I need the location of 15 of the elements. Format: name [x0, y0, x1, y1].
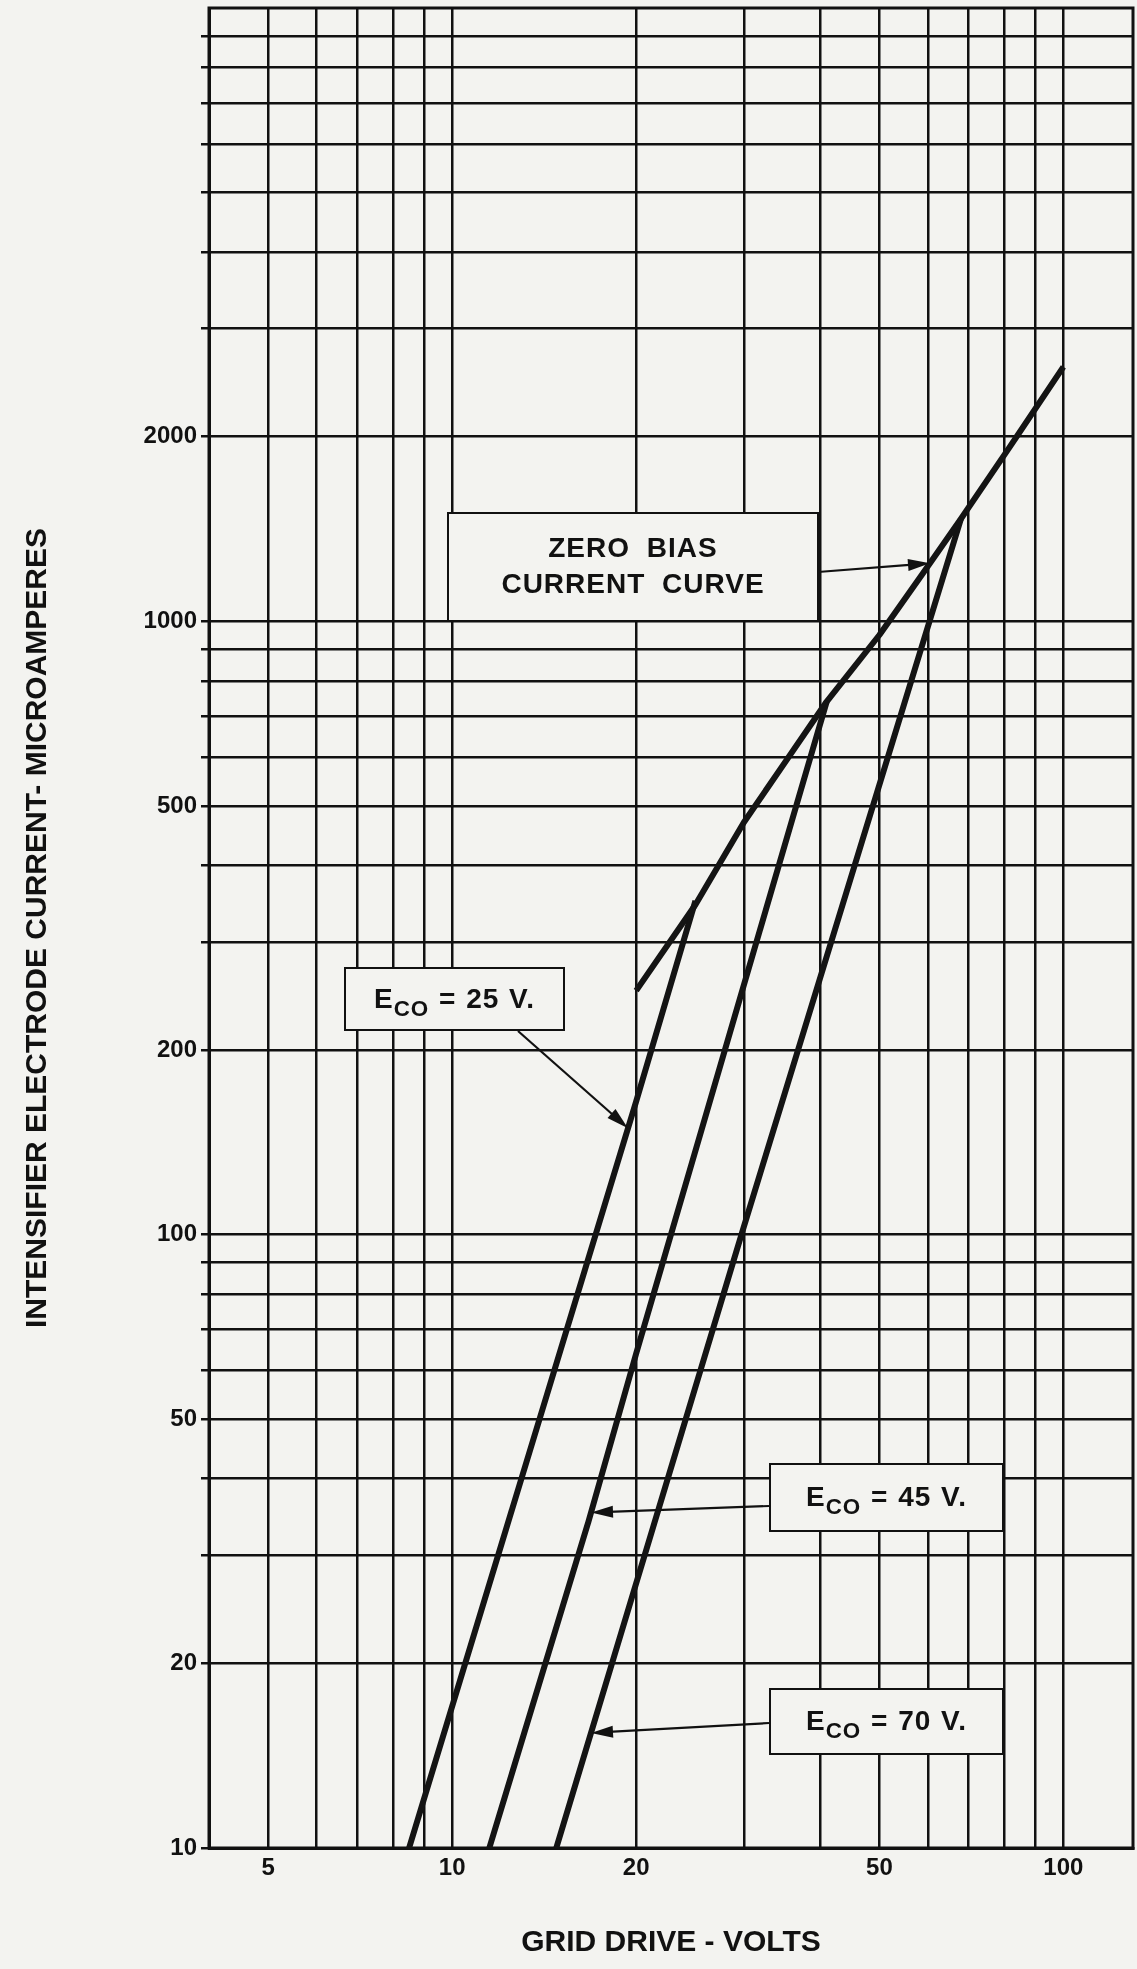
y-tick-label: 50 — [170, 1403, 197, 1431]
x-tick-label: 10 — [438, 1853, 466, 1881]
x-axis-title: GRID DRIVE - VOLTS — [521, 1924, 821, 1958]
y-tick-label: 2000 — [143, 421, 197, 449]
y-tick-label: 1000 — [143, 605, 197, 633]
y-tick-label: 200 — [156, 1034, 197, 1062]
x-tick-label: 5 — [261, 1853, 275, 1881]
y-tick-label: 100 — [156, 1219, 197, 1247]
y-axis-title: INTENSIFIER ELECTRODE CURRENT- MICROAMPERES — [19, 527, 53, 1329]
x-tick-label: 20 — [622, 1853, 650, 1881]
x-tick-label: 50 — [866, 1853, 893, 1881]
y-tick-label: 500 — [156, 790, 197, 818]
x-tick-label: 100 — [1043, 1853, 1084, 1881]
y-tick-label: 10 — [170, 1832, 197, 1860]
y-tick-label: 20 — [170, 1647, 197, 1675]
